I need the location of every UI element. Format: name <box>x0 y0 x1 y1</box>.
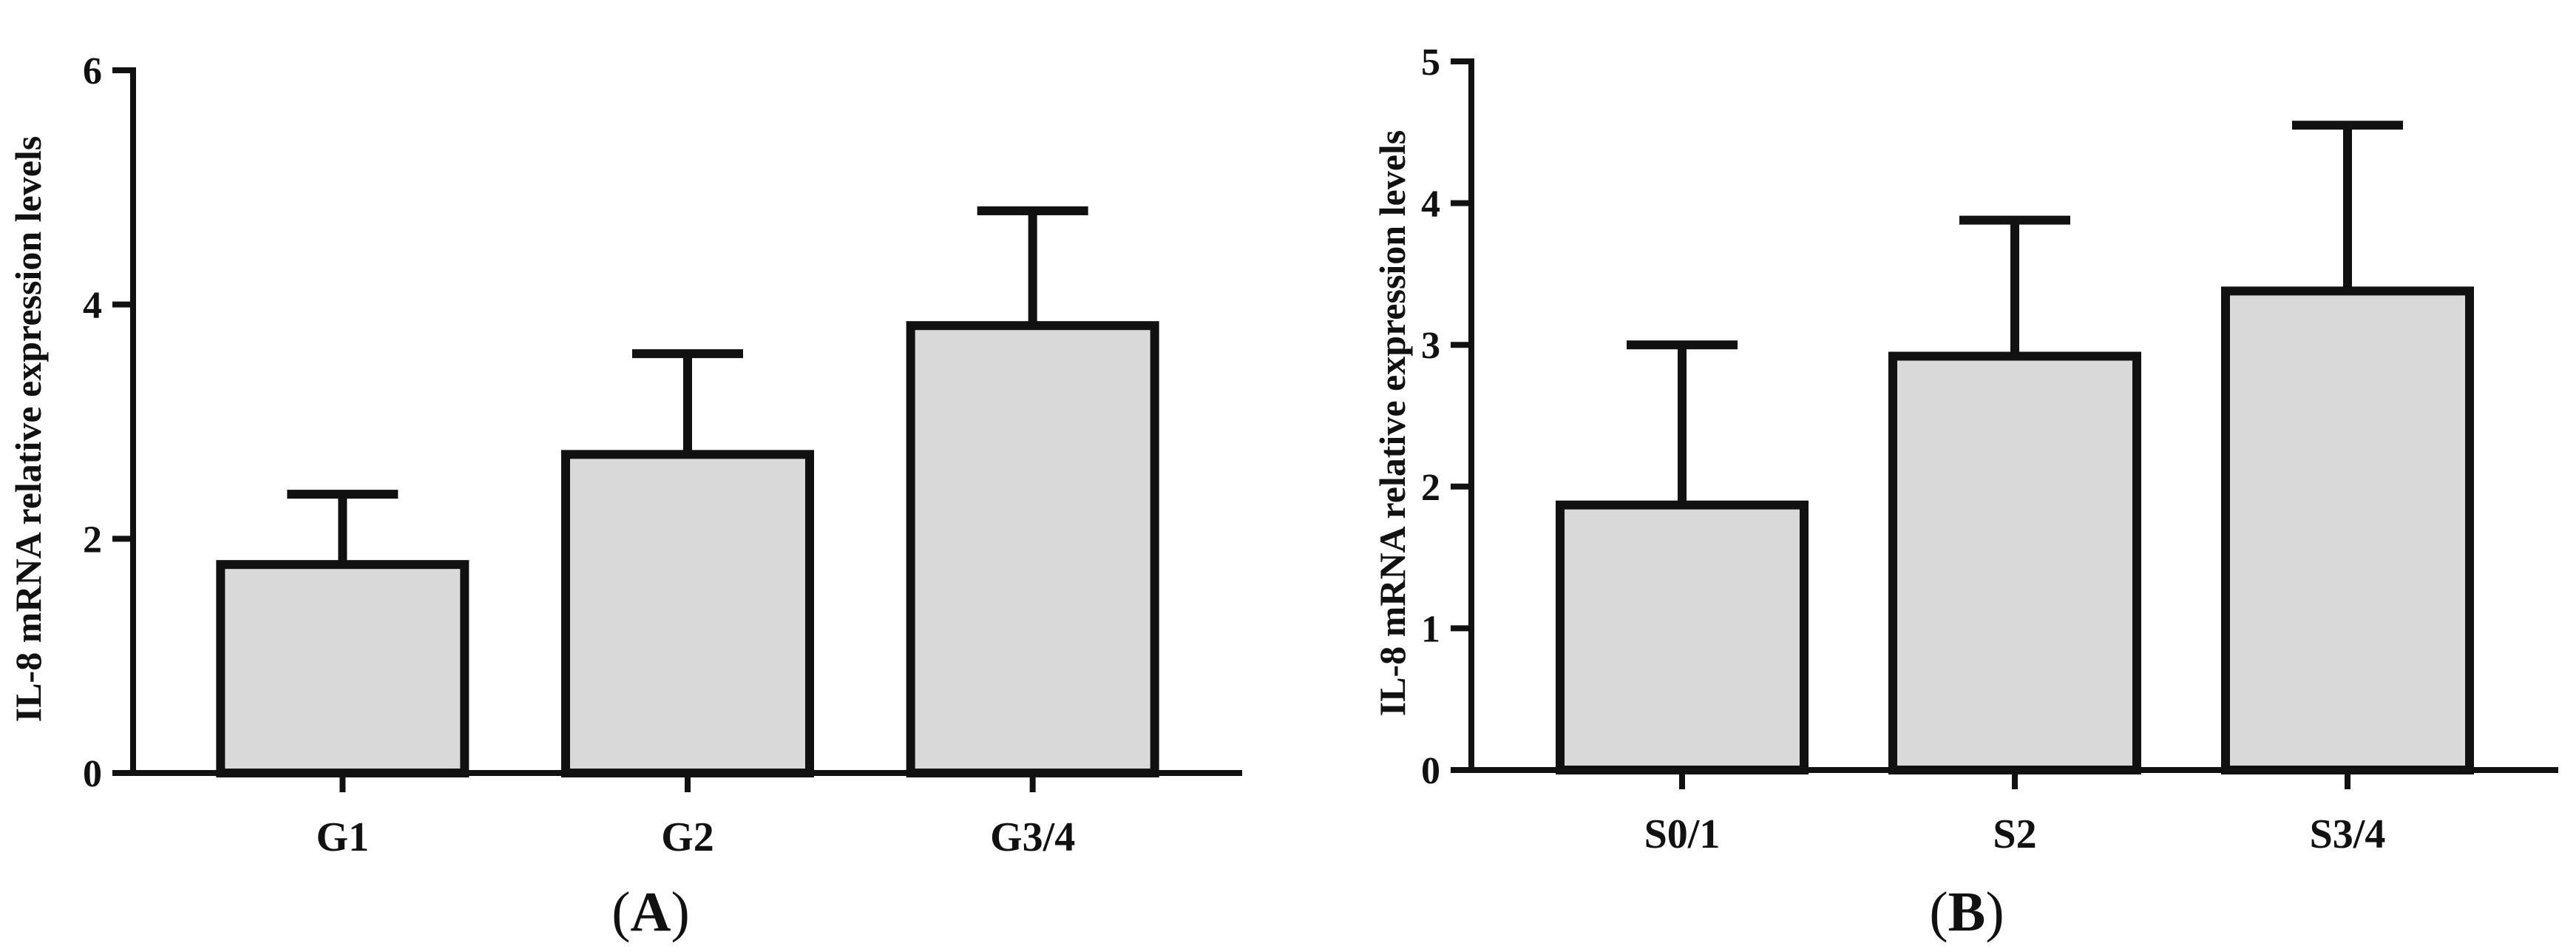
y-tick-label: 2 <box>1421 467 1440 509</box>
panel-label: (B) <box>1929 881 2004 943</box>
panel-label: (A) <box>611 881 690 943</box>
y-axis-label: IL-8 mRNA relative expression levels <box>1372 130 1413 717</box>
y-tick-label: 6 <box>83 50 102 92</box>
y-tick-label: 1 <box>1421 608 1440 650</box>
bar-S0/1 <box>1556 500 1809 774</box>
y-tick-label: 4 <box>1421 183 1440 226</box>
y-tick-label: 5 <box>1421 41 1440 84</box>
panel-label-letter: A <box>631 881 671 943</box>
y-tick-label: 4 <box>83 285 102 327</box>
x-tick-label: G1 <box>316 814 370 860</box>
chart-panel-b: S0/1 S2 S3/4 0 1 2 3 4 5 IL-8 mRNA relative expre… <box>1372 41 2558 943</box>
bar-G3/4 <box>906 321 1159 777</box>
y-axis-label: IL-8 mRNA relative expression levels <box>7 136 49 723</box>
bar-S2 <box>1888 351 2141 774</box>
panel-label-close: ) <box>671 881 689 943</box>
x-tick-label: G2 <box>661 814 714 860</box>
panel-label-open: ( <box>611 881 630 943</box>
x-tick-label: G3/4 <box>990 814 1075 860</box>
bar-G1 <box>216 560 470 778</box>
y-tick-label: 3 <box>1421 325 1440 367</box>
bar-G2 <box>561 450 814 777</box>
panel-label-close: ) <box>1985 881 2004 943</box>
x-tick-label: S3/4 <box>2310 811 2386 857</box>
chart-panel-a: G1 G2 G3/4 0 2 4 6 IL-8 mRNA relative expressio… <box>7 50 1242 943</box>
y-tick-label: 0 <box>83 753 102 795</box>
panel-label-open: ( <box>1929 881 1948 943</box>
bar-S3/4 <box>2221 286 2474 774</box>
x-tick-label: S2 <box>1993 811 2036 857</box>
panel-label-letter: B <box>1948 881 1986 943</box>
y-tick-label: 2 <box>83 519 102 561</box>
y-tick-label: 0 <box>1421 750 1440 792</box>
x-tick-label: S0/1 <box>1644 811 1721 857</box>
